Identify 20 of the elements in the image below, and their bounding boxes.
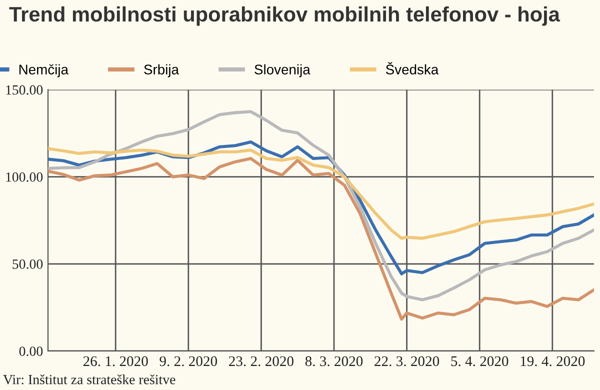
x-tick-label: 26. 1. 2020 <box>83 356 148 366</box>
legend-label: Slovenija <box>254 64 310 78</box>
legend-label: Srbija <box>144 64 179 78</box>
y-tick-label: 50.00 <box>12 259 43 269</box>
x-tick-label: 5. 4. 2020 <box>451 356 508 366</box>
x-tick-label: 9. 2. 2020 <box>160 356 218 366</box>
line-series <box>48 156 594 321</box>
legend-label: Švedska <box>386 62 439 74</box>
x-tick-label: 23. 2. 2020 <box>229 356 294 366</box>
x-tick-label: 22. 3. 2020 <box>374 356 440 366</box>
x-tick-label: 8. 3. 2020 <box>305 356 363 366</box>
x-tick-label: 19. 4. 2020 <box>520 356 585 366</box>
text: Vir: Inštitut za strateške rešitve <box>3 374 176 384</box>
line-series <box>48 147 594 240</box>
y-tick-label: 100.00 <box>6 172 43 182</box>
y-tick-label: 150.00 <box>6 85 43 95</box>
line-series <box>48 110 594 302</box>
y-tick-label: 0.00 <box>19 346 43 356</box>
legend-label: Nemčija <box>19 64 68 78</box>
chart-title: Trend mobilnosti uporabnikov mobilnih telefonov - hoja <box>9 6 560 26</box>
